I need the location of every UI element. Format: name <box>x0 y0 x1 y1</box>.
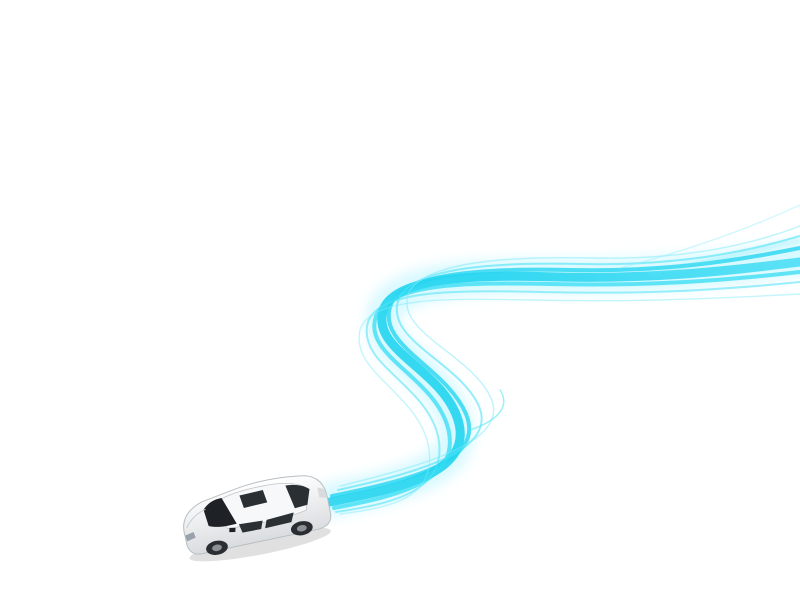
light-speed-trail <box>313 204 800 517</box>
car-side-window <box>265 512 294 529</box>
car-shadow <box>189 527 331 562</box>
car-side-window <box>238 520 263 533</box>
trail-stroke <box>339 293 800 515</box>
car-rear-window <box>285 484 310 509</box>
car-rear-wheel-rim <box>296 524 307 532</box>
car-sunroof <box>239 489 268 508</box>
trail-stroke <box>332 270 800 510</box>
car-windshield <box>203 498 237 527</box>
car-front-wheel-rim <box>212 544 222 552</box>
car-hood-line <box>186 508 206 529</box>
white-sedan <box>183 475 332 562</box>
car-tail-light <box>317 487 327 498</box>
trail-stroke <box>339 225 800 487</box>
car-headlight <box>185 531 196 542</box>
trail-stroke <box>469 389 505 431</box>
trail-stroke <box>619 204 800 269</box>
trail-stroke <box>335 281 800 513</box>
car-mirror <box>229 527 236 533</box>
trail-stroke <box>649 239 800 275</box>
